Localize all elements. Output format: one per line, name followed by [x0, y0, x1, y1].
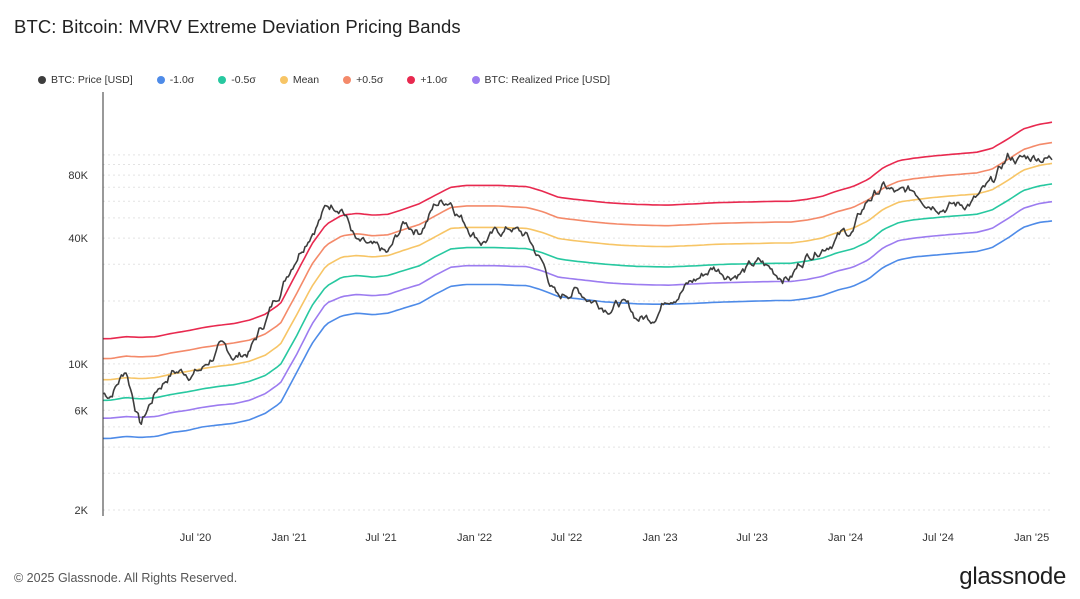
band-line: [103, 220, 1053, 440]
legend-item[interactable]: BTC: Price [USD]: [38, 74, 133, 86]
x-axis: Jul '20 Jan '21 Jul '21 Jan '22 Jul '22 Jan '…: [180, 532, 1049, 544]
legend-label: -0.5σ: [231, 74, 256, 86]
y-tick-label: 2K: [75, 505, 89, 517]
x-tick-label: Jul '20: [180, 532, 211, 544]
legend-label: BTC: Realized Price [USD]: [484, 74, 610, 86]
legend-dot: [156, 76, 165, 84]
legend-item[interactable]: BTC: Realized Price [USD]: [471, 74, 610, 86]
x-tick-label: Jan '22: [457, 532, 492, 544]
x-tick-label: Jan '25: [1014, 532, 1049, 544]
x-tick-label: Jan '23: [643, 532, 678, 544]
grid: [103, 154, 1052, 511]
legend-label: BTC: Price [USD]: [51, 74, 133, 86]
band-line: [103, 162, 1053, 381]
legend-item[interactable]: +0.5σ: [343, 74, 383, 86]
legend-label: Mean: [292, 74, 320, 86]
y-tick-label: 6K: [75, 405, 89, 417]
series-lines: [102, 121, 1053, 440]
legend-item[interactable]: -0.5σ: [218, 74, 256, 86]
legend-label: -1.0σ: [169, 74, 195, 86]
brand-logo: glassnode: [959, 563, 1066, 590]
band-line: [103, 141, 1053, 360]
y-axis: 2K 6K 10K 40K 80K: [68, 170, 88, 517]
legend-item[interactable]: +1.0σ: [407, 74, 448, 86]
band-line: [103, 183, 1053, 402]
band-line: [103, 121, 1053, 340]
price-line: [102, 152, 1053, 426]
legend-dot: [38, 76, 46, 84]
copyright-text: © 2025 Glassnode. All Rights Reserved.: [14, 571, 238, 585]
legend-label: +0.5σ: [356, 74, 384, 86]
x-tick-label: Jan '24: [828, 532, 863, 544]
x-tick-label: Jul '23: [736, 532, 767, 544]
legend-dot: [218, 76, 227, 84]
band-line: [103, 200, 1053, 420]
legend-dot: [343, 76, 352, 84]
legend-item[interactable]: -1.0σ: [156, 74, 195, 86]
chart-title: BTC: Bitcoin: MVRV Extreme Deviation Pri…: [14, 16, 461, 37]
y-tick-label: 10K: [68, 359, 88, 371]
x-tick-label: Jul '24: [922, 532, 953, 544]
x-tick-label: Jul '21: [365, 532, 396, 544]
y-tick-label: 80K: [68, 170, 88, 182]
legend-dot: [471, 76, 480, 84]
legend-label: +1.0σ: [420, 74, 448, 86]
x-tick-label: Jan '21: [271, 532, 306, 544]
legend: BTC: Price [USD] -1.0σ -0.5σ Mean +0.5σ +1.0σ…: [38, 74, 634, 86]
legend-item[interactable]: Mean: [279, 74, 320, 86]
x-tick-label: Jul '22: [551, 532, 582, 544]
y-tick-label: 40K: [68, 233, 88, 245]
legend-dot: [407, 76, 416, 84]
legend-dot: [279, 76, 288, 84]
